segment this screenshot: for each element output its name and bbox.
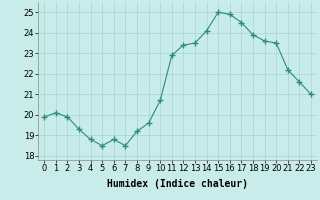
X-axis label: Humidex (Indice chaleur): Humidex (Indice chaleur) [107, 179, 248, 189]
